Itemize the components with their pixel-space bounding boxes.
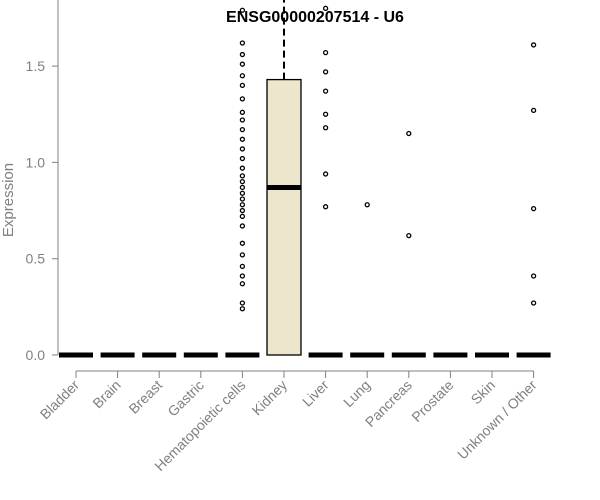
outlier-point (239, 73, 246, 79)
outlier-point (239, 202, 246, 208)
outlier-point (239, 252, 246, 258)
box-hematopoietic-cells (225, 7, 260, 358)
y-tick-label: 1.5 (26, 58, 46, 74)
outlier-point (239, 223, 246, 229)
outlier-point (530, 107, 537, 114)
outlier-point (322, 111, 329, 117)
outlier-point (239, 306, 246, 312)
x-tick-label: Liver (299, 377, 332, 410)
y-tick-label: 0.5 (26, 251, 46, 267)
outlier-point (239, 184, 246, 191)
outlier-point (406, 130, 412, 137)
outlier-point (530, 42, 537, 48)
outlier-point (239, 7, 246, 13)
x-tick-label: Unknown / Other (454, 377, 540, 463)
outlier-point (239, 109, 246, 115)
outlier-point (239, 40, 246, 46)
outlier-point (322, 204, 329, 210)
outlier-point (239, 190, 246, 196)
outlier-point (530, 273, 537, 279)
outlier-point (239, 173, 246, 179)
outlier-point (239, 146, 246, 152)
x-tick-label: Lung (340, 377, 373, 410)
outlier-point (239, 263, 246, 270)
outlier-point (239, 179, 246, 185)
outlier-point (239, 82, 246, 89)
outlier-point (239, 196, 246, 202)
outlier-point (239, 127, 246, 133)
plot-area (59, 0, 551, 358)
x-tick-label: Brain (89, 377, 123, 411)
outlier-point (530, 300, 537, 306)
chart-title: ENSG00000207514 - U6 (226, 9, 404, 26)
box-lung (350, 202, 385, 358)
x-tick-label: Breast (125, 377, 165, 417)
y-tick-label: 1.0 (26, 154, 46, 170)
outlier-point (322, 5, 329, 11)
box-rect (266, 78, 302, 356)
outlier-point (239, 165, 246, 171)
outlier-point (530, 205, 537, 212)
outlier-point (322, 49, 329, 56)
x-tick-label: Bladder (37, 377, 83, 423)
outlier-point (239, 240, 246, 246)
y-tick-label: 0.0 (26, 347, 46, 363)
outlier-point (239, 51, 246, 58)
outlier-point (239, 207, 246, 214)
outlier-point (322, 171, 329, 177)
outlier-point (239, 273, 246, 279)
box-pancreas (391, 130, 426, 358)
y-axis: 0.00.51.01.52.02.53.0 (26, 0, 59, 363)
outlier-point (239, 136, 246, 142)
outlier-point (239, 96, 246, 102)
outlier-point (364, 202, 370, 208)
y-axis-label: Expression (0, 163, 17, 237)
outlier-point (239, 117, 246, 123)
x-tick-label: Kidney (249, 377, 291, 419)
outlier-point (239, 61, 246, 67)
box-kidney (266, 0, 302, 356)
outlier-point (322, 125, 329, 131)
x-tick-label: Prostate (408, 377, 456, 425)
outlier-point (239, 281, 246, 287)
outlier-point (322, 88, 329, 94)
box-liver (308, 5, 343, 358)
outlier-point (406, 232, 412, 239)
outlier-point (239, 213, 246, 219)
box-unknown-other (516, 42, 551, 358)
x-tick-label: Skin (468, 377, 499, 408)
outlier-point (239, 300, 246, 306)
outlier-point (239, 155, 246, 162)
outlier-point (322, 69, 329, 75)
